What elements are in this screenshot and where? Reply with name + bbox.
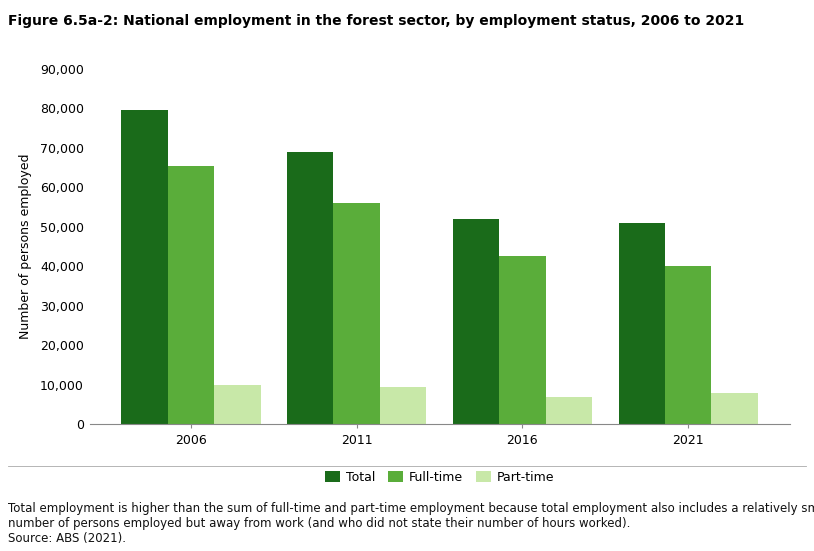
Bar [711, 393, 758, 424]
Bar [545, 397, 592, 424]
Bar [380, 387, 427, 424]
Text: Total employment is higher than the sum of full-time and part-time employment be: Total employment is higher than the sum … [8, 503, 814, 545]
Bar [334, 203, 380, 424]
Bar [287, 152, 334, 424]
Text: Figure 6.5a-2: National employment in the forest sector, by employment status, 2: Figure 6.5a-2: National employment in th… [8, 14, 744, 28]
Bar [453, 219, 499, 424]
Legend: Total, Full-time, Part-time: Total, Full-time, Part-time [320, 466, 559, 489]
Bar [168, 166, 214, 424]
Y-axis label: Number of persons employed: Number of persons employed [19, 154, 32, 339]
Bar [665, 266, 711, 424]
Bar [499, 256, 545, 424]
Bar [619, 223, 665, 424]
Bar [214, 385, 260, 424]
Bar [121, 110, 168, 424]
